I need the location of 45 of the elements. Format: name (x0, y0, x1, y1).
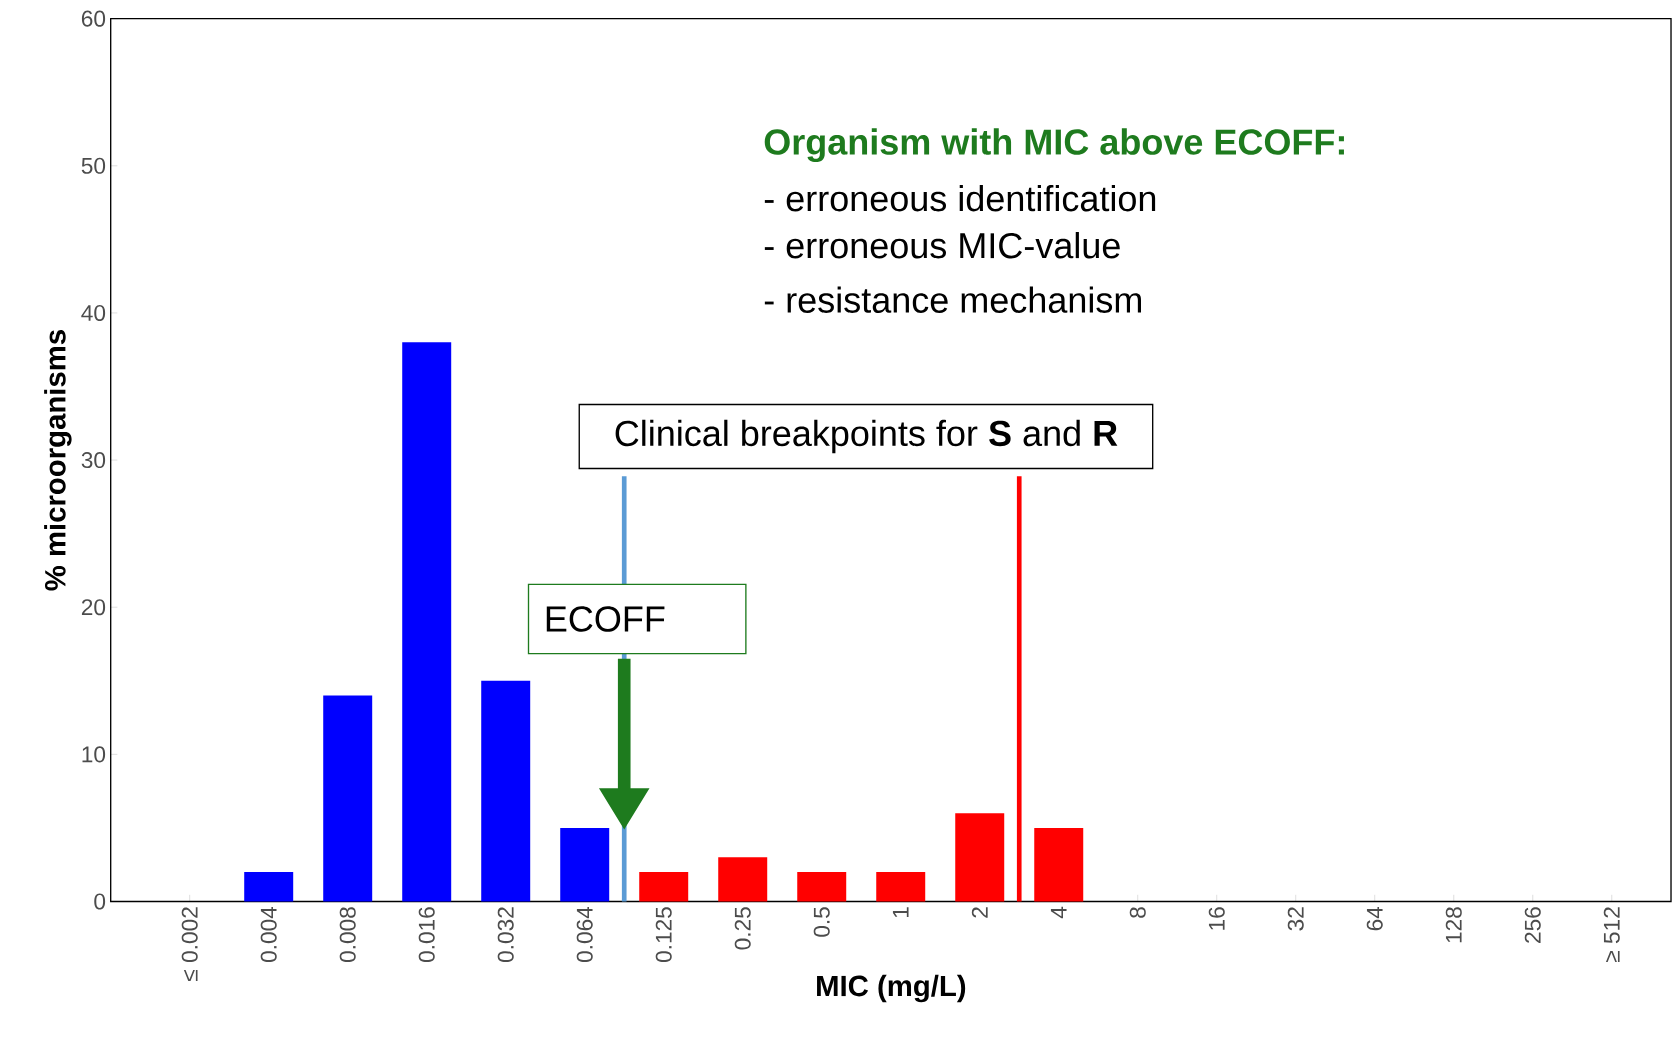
annotation: - erroneous identification (764, 184, 1156, 212)
x-tick-label: 0.004 (260, 906, 277, 962)
bar (323, 695, 373, 902)
y-tick-label: 50 (81, 157, 106, 174)
y-tick-label: 30 (81, 451, 106, 469)
x-tick-label: 0.25 (734, 907, 751, 950)
bar (1034, 827, 1084, 902)
x-tick-label: 4 (1050, 906, 1067, 919)
bar (402, 342, 452, 902)
x-tick-label: 0.064 (576, 906, 593, 962)
x-axis-title: MIC (mg/L) (817, 974, 966, 1003)
x-tick-label: 0.5 (813, 907, 830, 937)
x-tick-label: 0.125 (655, 907, 672, 962)
bar (560, 827, 610, 902)
y-tick-label: 40 (81, 304, 106, 321)
x-tick-label: 0.008 (339, 907, 356, 962)
bar (481, 680, 531, 902)
x-tick-label: 1 (892, 907, 909, 917)
x-tick-label: ≤ 0.002 (181, 907, 198, 981)
annotation: Clinical breakpoints for S and R (615, 419, 1118, 454)
annotation: - erroneous MIC-value (764, 231, 1120, 259)
y-tick-label: 60 (81, 10, 106, 27)
x-tick-label: 2 (971, 907, 988, 918)
x-tick-label: 16 (1208, 907, 1225, 930)
y-tick-label: 10 (82, 746, 106, 763)
bar (718, 857, 768, 902)
bar (639, 871, 689, 902)
x-tick-label: 32 (1287, 907, 1304, 931)
x-tick-label: ≥ 512 (1603, 907, 1620, 962)
bar (876, 871, 926, 902)
y-tick-label: 0 (94, 893, 106, 910)
bar (797, 871, 847, 902)
y-axis-title: % microorganisms (44, 329, 72, 591)
x-tick-label: 8 (1129, 907, 1146, 918)
x-tick-label: 128 (1445, 907, 1462, 943)
annotation: Organism with MIC above ECOFF: (764, 128, 1344, 162)
x-tick-label: 0.032 (497, 907, 514, 962)
annotation: - resistance mechanism (764, 286, 1141, 313)
bar (955, 813, 1005, 902)
y-tick-label: 20 (81, 599, 106, 616)
x-tick-label: 256 (1524, 907, 1541, 943)
x-tick-label: 64 (1366, 906, 1383, 931)
x-tick-label: 0.016 (418, 907, 435, 962)
bar (244, 871, 294, 902)
annotation: ECOFF (546, 606, 665, 632)
